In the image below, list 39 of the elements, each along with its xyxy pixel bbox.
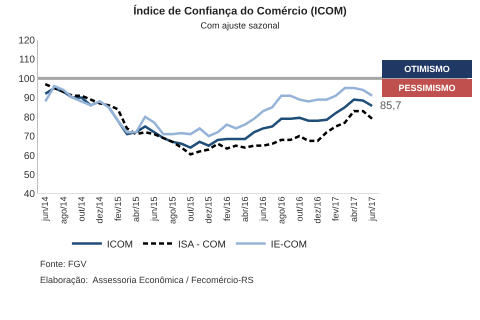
x-tick-label: dez/15 (204, 196, 214, 224)
legend-label: ICOM (106, 239, 134, 250)
source-note: Fonte: FGV (40, 259, 87, 269)
y-tick-label: 70 (24, 132, 36, 143)
chart-title: Índice de Confiança do Comércio (ICOM) (133, 4, 347, 18)
x-tick-label: jun/15 (149, 196, 160, 222)
x-tick-label: fev/17 (330, 196, 341, 222)
line-series (44, 84, 374, 138)
chart-subtitle: Com ajuste sazonal (200, 20, 280, 31)
y-tick-label: 50 (24, 170, 36, 182)
x-tick-label: jun/14 (40, 196, 50, 222)
x-tick-label: fev/16 (222, 196, 232, 222)
y-tick-label: 90 (24, 93, 36, 104)
y-tick-label: 110 (19, 54, 36, 66)
x-tick-label: out/15 (185, 196, 196, 222)
x-tick-label: abr/15 (130, 196, 141, 222)
x-tick-label: jun/16 (258, 196, 268, 222)
x-tick-label: dez/16 (312, 196, 323, 224)
x-tick-label: ago/16 (276, 196, 286, 224)
annotation: 85,7 (380, 100, 402, 112)
x-tick-label: out/16 (294, 196, 304, 222)
x-tick-label: ago/14 (58, 196, 68, 224)
x-tick-label: dez/14 (94, 196, 105, 224)
x-tick-label: jun/17 (367, 196, 378, 222)
text: Elaboração: Assessoria Econômica / Fecomércio-RS (40, 275, 254, 285)
legend-label: ISA - COM (178, 239, 226, 250)
x-tick-label: abr/16 (240, 196, 250, 222)
y-tick-label: 40 (24, 189, 36, 200)
y-tick-label: 120 (18, 36, 36, 46)
legend-label: IE-COM (270, 239, 307, 250)
x-tick-label: ago/15 (167, 196, 178, 224)
text: PESSIMISMO (398, 83, 456, 93)
x-tick-label: fev/15 (112, 196, 123, 222)
x-tick-label: out/14 (76, 196, 87, 222)
y-tick-label: 100 (18, 74, 36, 85)
y-tick-label: 60 (24, 150, 36, 162)
text: OTIMISMO (404, 64, 450, 74)
x-tick-label: abr/17 (348, 196, 359, 222)
y-tick-label: 80 (24, 112, 36, 124)
